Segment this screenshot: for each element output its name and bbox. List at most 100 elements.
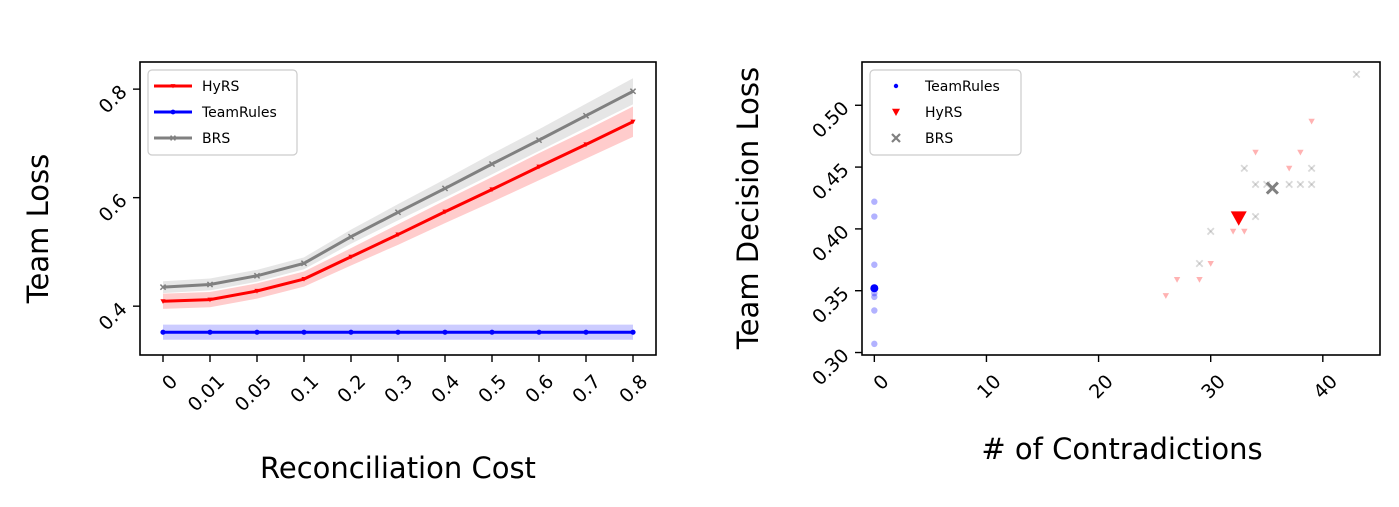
x-tick-label: 0.1 (286, 371, 323, 408)
legend-box (869, 69, 1022, 156)
mean-point-teamrules (870, 284, 879, 293)
point-teamrules-2 (254, 329, 260, 335)
x-tick-label: 0.01 (184, 371, 229, 416)
point-hyrs-10 (630, 119, 636, 125)
point-brs-2-stroke-b (253, 272, 261, 279)
point-teamrules-3 (301, 329, 307, 335)
legend-marker-brs-stroke-b (891, 133, 901, 143)
x-tick-label: 30 (1197, 371, 1230, 404)
point-teamrules-5 (395, 329, 401, 335)
right-panel-decision-loss: 0 10 20 30 40 0.30 0.35 0.40 0.45 0.50 # of Contra… (731, 61, 1381, 466)
scatter-point-brs-7-stroke-a (1296, 180, 1305, 189)
scatter-point-brs-4 (1251, 212, 1260, 221)
legend-marker-hyrs (170, 84, 176, 89)
mean-point-brs (1265, 181, 1279, 195)
legend-marker-brs (891, 133, 901, 143)
x-tick-label: 0.2 (333, 371, 370, 408)
point-brs-8-stroke-b (535, 137, 543, 144)
scatter-point-brs-1-stroke-b (1206, 227, 1215, 236)
y-tick-label: 0.45 (808, 159, 853, 204)
point-hyrs-5 (395, 232, 401, 238)
scatter-point-teamrules-0 (871, 198, 878, 205)
x-tick-label: 0.5 (474, 371, 511, 408)
point-brs-0 (159, 284, 167, 291)
point-brs-8 (535, 137, 543, 144)
point-brs-2 (253, 272, 261, 279)
y-tick-label: 0.35 (808, 283, 853, 328)
point-teamrules-1 (207, 329, 213, 335)
point-brs-7 (488, 160, 496, 168)
scatter-point-hyrs-8 (1297, 149, 1304, 156)
scatter-point-hyrs-6 (1252, 149, 1259, 156)
x-axis-label: # of Contradictions (981, 432, 1262, 466)
point-hyrs-1 (207, 297, 213, 303)
y-tick-label: 0.8 (95, 81, 132, 118)
scatter-point-teamrules-6 (871, 340, 878, 348)
point-brs-7-stroke-b (488, 160, 496, 168)
scatter-point-hyrs-0 (1162, 293, 1170, 299)
x-tick-label: 0.05 (231, 371, 276, 416)
scatter-point-brs-2 (1240, 164, 1249, 173)
point-brs-5-stroke-b (394, 209, 402, 216)
scatter-point-brs-1 (1206, 227, 1215, 236)
x-tick-label: 0.8 (615, 371, 652, 408)
scatter-point-hyrs-7 (1285, 165, 1293, 172)
point-brs-10-stroke-b (629, 88, 637, 95)
point-brs-9-stroke-b (582, 112, 590, 119)
left-panel-team-loss: 0 0.01 0.05 0.1 0.2 0.3 0.4 0.5 0.6 0.7 0.8 0.4 0.6 0… (21, 61, 657, 485)
point-brs-4 (347, 233, 355, 240)
point-brs-1-stroke-b (206, 281, 214, 288)
x-axis-label: Reconciliation Cost (260, 451, 536, 485)
scatter-point-teamrules-5 (871, 307, 878, 314)
mean-point-hyrs (1230, 211, 1247, 226)
legend-label-brs: BRS (925, 131, 953, 147)
scatter-point-brs-10 (1352, 70, 1361, 79)
legend-label-teamrules: TeamRules (924, 79, 1000, 95)
x-tick-label: 40 (1309, 371, 1342, 404)
scatter-point-brs-1-stroke-a (1206, 227, 1215, 236)
x-tick-label: 20 (1085, 371, 1118, 404)
point-hyrs-2 (254, 288, 260, 294)
point-brs-6-stroke-b (441, 185, 449, 192)
legend-label-brs: BRS (202, 131, 230, 147)
y-tick-label: 0.40 (808, 221, 853, 266)
y-axis-label: Team Loss (21, 154, 55, 304)
legend-label-hyrs: HyRS (925, 105, 963, 121)
point-brs-3 (300, 260, 308, 267)
scatter-point-hyrs-3 (1207, 260, 1214, 267)
scatter-point-brs-10-stroke-b (1352, 70, 1361, 79)
scatter-point-brs-8-stroke-b (1307, 180, 1316, 189)
legend-label-hyrs: HyRS (202, 79, 240, 95)
scatter-point-brs-4-stroke-b (1251, 212, 1260, 221)
y-axis-label: Team Decision Loss (731, 67, 765, 350)
point-brs-3-stroke-b (300, 260, 308, 267)
point-teamrules-4 (348, 329, 354, 335)
scatter-point-brs-10-stroke-a (1352, 70, 1361, 79)
plot-frame (861, 61, 1381, 356)
point-teamrules-0 (160, 329, 166, 335)
x-tick-label: 0.7 (568, 371, 605, 408)
point-hyrs-4 (348, 254, 354, 260)
point-teamrules-7 (489, 329, 495, 335)
scatter-point-brs-8 (1307, 180, 1316, 189)
point-teamrules-6 (442, 329, 448, 335)
point-brs-10 (629, 88, 637, 95)
scatter-point-hyrs-2 (1196, 277, 1203, 283)
legend-marker-brs (170, 135, 176, 141)
y-tick-label: 0.30 (808, 345, 853, 390)
scatter-point-brs-9-stroke-b (1307, 164, 1316, 173)
point-brs-0-stroke-b (159, 284, 167, 291)
point-teamrules-10 (630, 329, 636, 335)
y-tick-label: 0.50 (808, 97, 853, 142)
scatter-point-hyrs-9 (1308, 118, 1315, 125)
scatter-point-teamrules-4 (871, 293, 878, 301)
legend-marker-teamrules (170, 109, 176, 115)
scatter-point-brs-9 (1307, 164, 1316, 173)
point-hyrs-7 (489, 187, 495, 193)
point-hyrs-3 (301, 276, 307, 282)
scatter-point-brs-0-stroke-b (1195, 259, 1204, 268)
scatter-point-brs-3 (1251, 180, 1260, 189)
legend-marker-brs-stroke-b (170, 135, 176, 141)
point-hyrs-9 (583, 142, 589, 148)
